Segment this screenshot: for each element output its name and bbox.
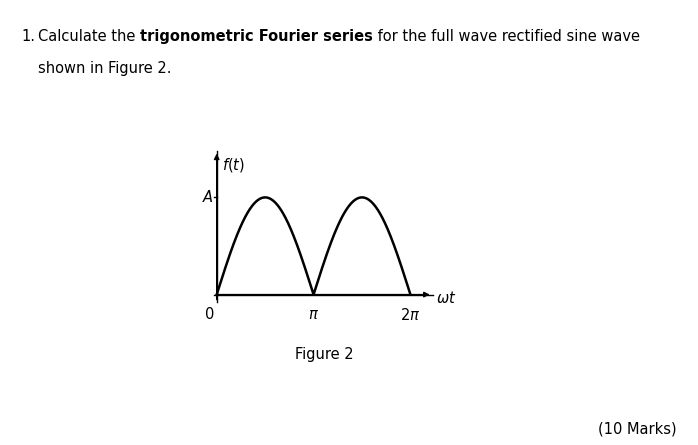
Text: $f(t)$: $f(t)$ [222,156,245,174]
Text: $2\pi$: $2\pi$ [400,307,421,323]
Text: trigonometric Fourier series: trigonometric Fourier series [140,29,373,44]
Text: for the full wave rectified sine wave: for the full wave rectified sine wave [373,29,640,44]
Text: $\omega t$: $\omega t$ [436,291,456,307]
Text: Figure 2: Figure 2 [295,347,354,362]
Text: $\pi$: $\pi$ [308,307,319,322]
Text: (10 Marks): (10 Marks) [598,421,677,436]
Text: A: A [203,190,213,205]
Text: Calculate the: Calculate the [38,29,140,44]
Text: 0: 0 [205,307,214,322]
Text: 1.: 1. [21,29,35,44]
Text: shown in Figure 2.: shown in Figure 2. [38,61,172,76]
